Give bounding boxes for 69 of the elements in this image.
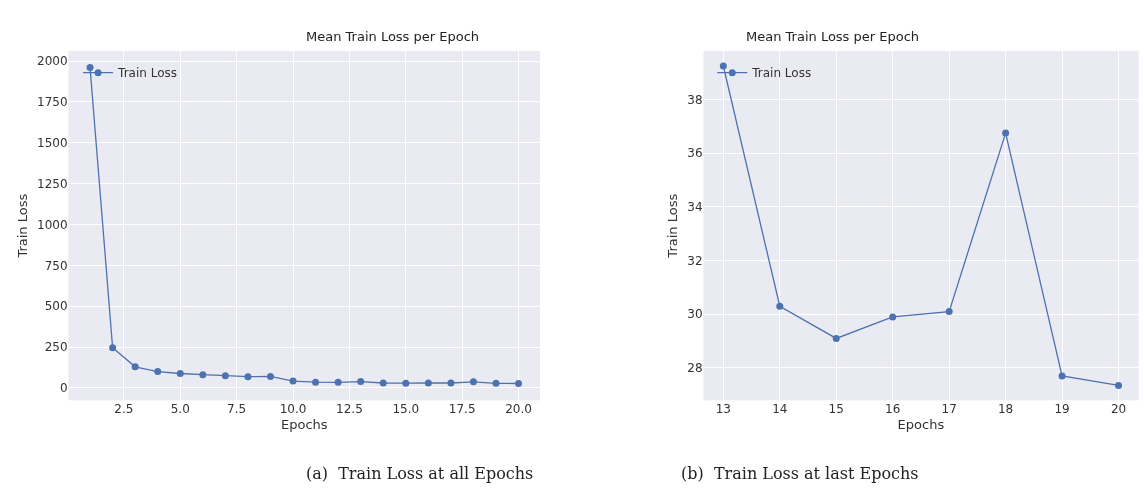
y-tick-label: 30 xyxy=(687,307,703,322)
text: (a) Train Loss at all Epochs xyxy=(306,464,534,483)
x-tick-label: 15.0 xyxy=(392,402,420,417)
point xyxy=(266,372,274,380)
y-tick-label: 28 xyxy=(687,361,703,376)
y-tick-label: 0 xyxy=(60,381,68,396)
chart-title: Mean Train Loss per Epoch xyxy=(306,29,480,44)
y-tick-label: 500 xyxy=(44,299,68,314)
y-tick-label: 32 xyxy=(687,253,703,268)
x-tick-label: 19 xyxy=(1054,402,1070,417)
point xyxy=(469,378,477,386)
y-tick-label: 1500 xyxy=(37,135,68,150)
point xyxy=(832,334,840,342)
x-tick-label: 5.0 xyxy=(170,402,190,417)
point xyxy=(1002,129,1010,137)
point xyxy=(447,379,455,387)
x-tick-label: 20.0 xyxy=(505,402,532,417)
point xyxy=(357,378,365,386)
text: (b) Train Loss at last Epochs xyxy=(681,464,919,483)
x-tick-label: 2.5 xyxy=(114,402,134,417)
x-tick-label: 14 xyxy=(772,402,788,417)
y-tick-label: 250 xyxy=(44,340,68,355)
y-axis-title: Train Loss xyxy=(15,193,31,259)
point xyxy=(776,302,784,310)
x-axis-title: Epochs xyxy=(281,416,328,432)
x-tick-label: 15 xyxy=(828,402,844,417)
x-tick-label: 12.5 xyxy=(336,402,363,417)
point xyxy=(154,368,162,376)
x-tick-label: 10.0 xyxy=(279,402,307,417)
x-tick-label: 17.5 xyxy=(448,402,476,417)
point xyxy=(379,379,387,387)
x-tick-label: 7.5 xyxy=(227,402,247,417)
y-tick-label: 750 xyxy=(44,258,68,273)
point xyxy=(131,363,139,371)
point xyxy=(221,372,229,380)
point xyxy=(176,370,184,378)
point xyxy=(402,379,410,387)
chart-title: Mean Train Loss per Epoch xyxy=(746,29,920,44)
point xyxy=(945,308,953,316)
point xyxy=(244,373,252,381)
y-tick-label: 38 xyxy=(687,92,703,107)
point xyxy=(424,379,432,387)
x-tick-label: 18 xyxy=(997,402,1014,417)
y-tick-label: 34 xyxy=(687,200,703,215)
y-axis-title: Train Loss xyxy=(665,193,681,259)
point xyxy=(515,379,523,387)
point xyxy=(1058,372,1066,380)
x-tick-label: 16 xyxy=(885,402,901,417)
y-tick-label: 2000 xyxy=(37,54,68,69)
point xyxy=(719,62,727,70)
legend-label: Train Loss xyxy=(117,66,177,81)
point xyxy=(889,313,897,321)
point xyxy=(312,378,320,386)
x-tick-label: 20 xyxy=(1110,402,1127,417)
point xyxy=(492,379,500,387)
point xyxy=(289,377,297,385)
point xyxy=(1115,381,1123,389)
x-tick-label: 17 xyxy=(941,402,957,417)
x-axis-title: Epochs xyxy=(897,416,945,432)
y-tick-label: 1750 xyxy=(37,95,68,110)
y-tick-label: 36 xyxy=(687,146,703,161)
y-tick-label: 1250 xyxy=(37,176,68,191)
legend-label: Train Loss xyxy=(751,66,812,81)
point xyxy=(109,344,117,352)
x-tick-label: 13 xyxy=(715,402,731,417)
point xyxy=(199,371,207,379)
point xyxy=(334,378,342,386)
y-tick-label: 1000 xyxy=(37,217,68,232)
point xyxy=(86,64,94,72)
